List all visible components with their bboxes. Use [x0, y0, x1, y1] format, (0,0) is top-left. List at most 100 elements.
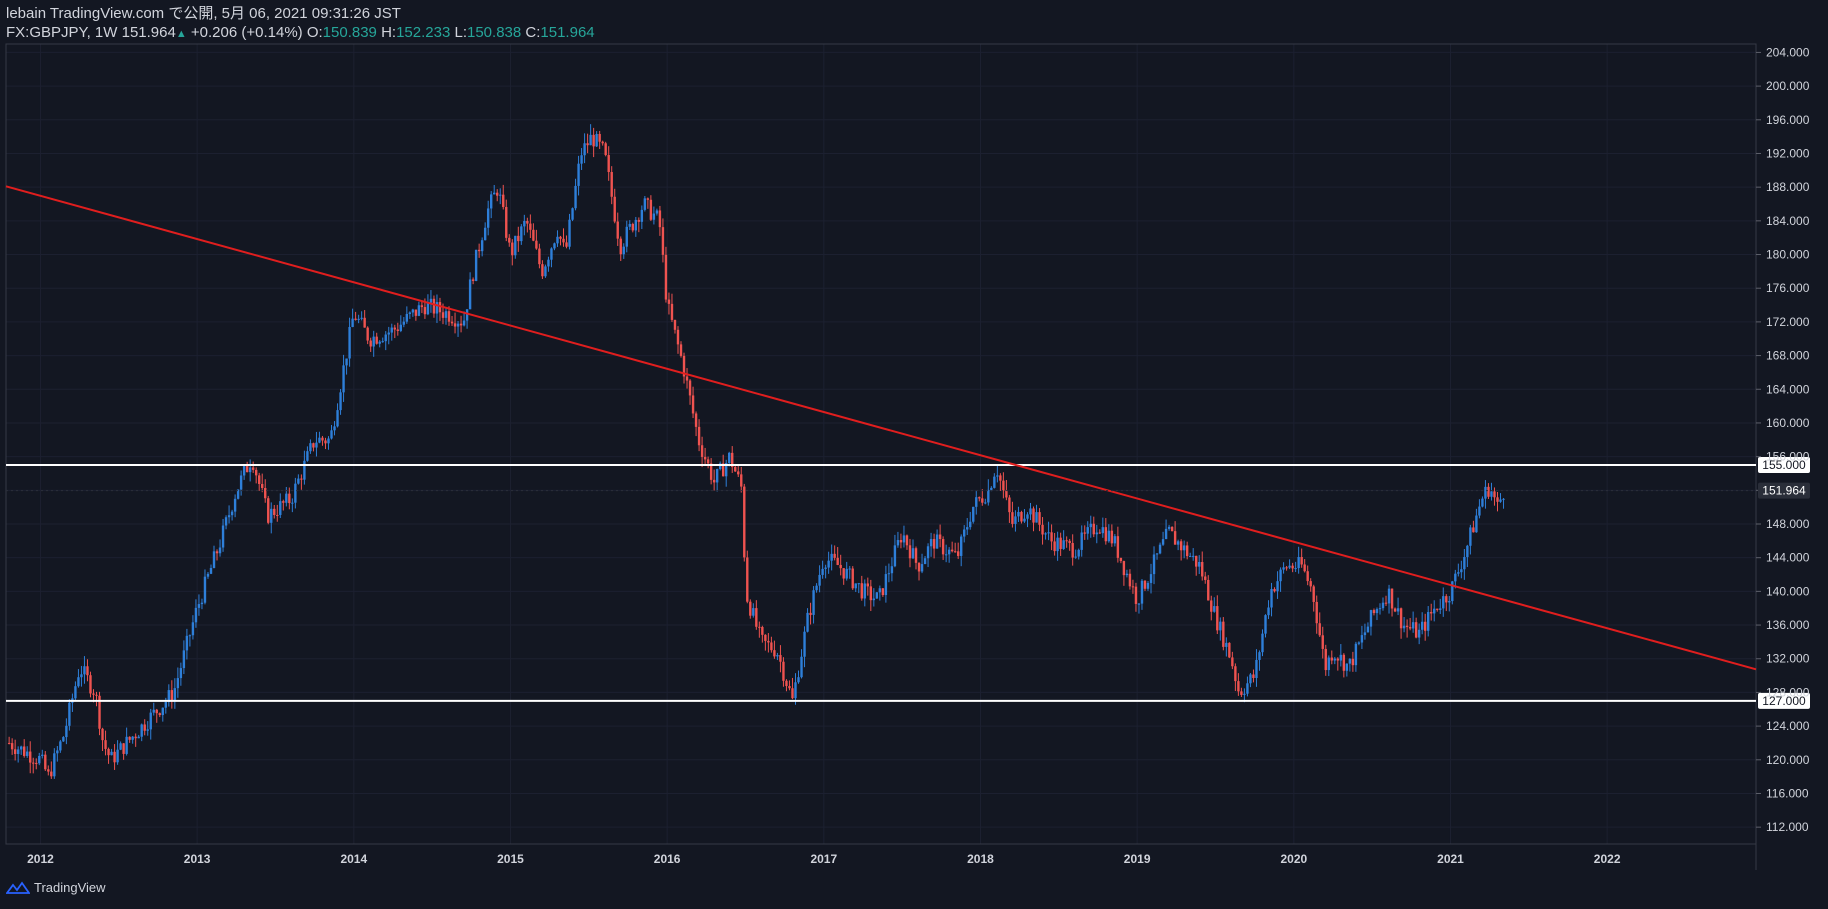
- price-tick-label: 144.000: [1766, 551, 1810, 565]
- candle-body: [773, 650, 776, 657]
- candle-body: [1119, 557, 1123, 562]
- trendline-group[interactable]: [5, 185, 1757, 671]
- price-axis[interactable]: 112.000 116.000 120.000 124.000 128.000 132.0…: [1756, 45, 1810, 834]
- candle-body: [1493, 491, 1496, 498]
- candle-body: [1423, 621, 1427, 631]
- candle-body: [462, 320, 466, 326]
- candle-body: [715, 469, 719, 483]
- candle-body: [1038, 512, 1041, 525]
- candle-body: [872, 598, 876, 601]
- footer-brand[interactable]: TradingView: [6, 880, 106, 895]
- grid: [6, 44, 1756, 844]
- candle-body: [251, 467, 255, 470]
- candle-body: [218, 547, 222, 554]
- candle-body: [1402, 625, 1406, 629]
- candle-body: [438, 302, 442, 313]
- candle-body: [1059, 537, 1062, 549]
- candle-body: [1297, 556, 1300, 569]
- candle-body: [122, 743, 125, 754]
- candle-body: [990, 487, 993, 490]
- candle-body: [143, 724, 146, 731]
- candle-body: [390, 327, 393, 333]
- last-price: 151.964: [121, 24, 176, 41]
- candle-body: [41, 754, 44, 756]
- candle-body: [1442, 596, 1445, 609]
- candle-body: [1414, 622, 1418, 638]
- candle-body: [315, 442, 318, 448]
- candle-body: [1282, 567, 1285, 570]
- candle-body: [1116, 536, 1120, 558]
- last-price-label-bg: [1758, 482, 1810, 499]
- descending-trendline[interactable]: [5, 185, 1757, 671]
- candle-body: [917, 562, 921, 572]
- candle-body: [248, 467, 252, 473]
- candle-body: [432, 298, 436, 314]
- candle-body: [860, 583, 863, 599]
- candle-body: [1011, 512, 1014, 524]
- candle-body: [119, 743, 122, 750]
- candle-body: [691, 395, 695, 414]
- candle-body: [502, 194, 505, 207]
- candle-body: [89, 675, 92, 694]
- candle-body: [16, 749, 20, 754]
- candle-body: [884, 574, 888, 596]
- candle-body: [601, 141, 604, 144]
- candle-body: [77, 677, 80, 687]
- candle-body: [435, 302, 439, 314]
- candle-body: [1089, 523, 1092, 528]
- candle-body: [1502, 498, 1505, 500]
- candle-body: [908, 545, 912, 559]
- candle-body: [559, 236, 562, 239]
- price-tick-label: 140.000: [1766, 584, 1810, 598]
- candle-body: [324, 440, 327, 444]
- candle-body: [1300, 556, 1303, 565]
- candle-body: [1128, 573, 1132, 587]
- candle-body: [1264, 615, 1267, 634]
- candle-body: [182, 650, 186, 669]
- candle-body: [1020, 511, 1023, 522]
- price-tick-label: 180.000: [1766, 248, 1810, 262]
- candle-body: [803, 631, 806, 657]
- candle-body: [935, 534, 939, 549]
- candle-body: [345, 358, 348, 366]
- candle-body: [1291, 565, 1294, 569]
- candle-body: [194, 607, 198, 623]
- candle-body: [92, 693, 95, 695]
- candle-body: [357, 318, 360, 320]
- candle-body: [721, 463, 725, 477]
- candle-body: [1080, 532, 1083, 550]
- candle-body: [215, 551, 219, 554]
- candle-body: [13, 749, 17, 754]
- candle-body: [1219, 621, 1222, 631]
- candle-body: [938, 534, 942, 540]
- candle-body: [941, 539, 945, 555]
- candle-body: [1381, 602, 1385, 609]
- candle-body: [426, 302, 430, 315]
- candle-body: [101, 728, 104, 741]
- candle-body: [1457, 572, 1460, 574]
- time-axis[interactable]: 2012 2013 2014 2015 2016 2017 2018 2019 2020 2021…: [27, 852, 1621, 866]
- candle-body: [339, 392, 342, 411]
- candle-body: [276, 514, 279, 516]
- candle-body: [1191, 555, 1195, 557]
- candle-body: [1378, 608, 1382, 610]
- candle-body: [1155, 553, 1159, 555]
- price-tick-label: 148.000: [1766, 517, 1810, 531]
- candle-body: [616, 221, 619, 239]
- last-price-marker: 151.964: [6, 482, 1810, 499]
- horizontal-lines[interactable]: 155.000 127.000: [6, 457, 1810, 709]
- candle-body: [592, 134, 595, 147]
- time-tick-label: 2017: [810, 852, 837, 866]
- time-tick-label: 2022: [1594, 852, 1621, 866]
- candle-body: [456, 323, 460, 327]
- candle-body: [1249, 674, 1252, 684]
- candle-body: [1454, 573, 1457, 582]
- candle-body: [993, 476, 996, 488]
- candle-body: [529, 223, 532, 230]
- candle-body: [1318, 623, 1321, 636]
- candle-body: [905, 535, 909, 546]
- candle-body: [978, 497, 981, 499]
- price-tick-label: 132.000: [1766, 652, 1810, 666]
- candle-body: [441, 312, 445, 318]
